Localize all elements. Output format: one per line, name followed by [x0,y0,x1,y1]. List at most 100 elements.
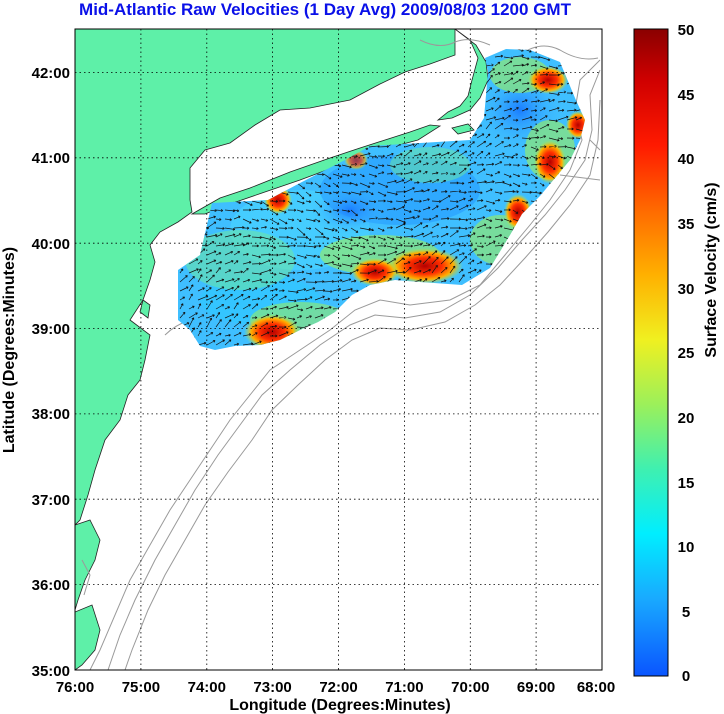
velocity-arrow [539,162,549,166]
velocity-arrow [494,89,500,94]
velocity-arrow [332,298,339,302]
velocity-arrow [215,227,225,230]
velocity-arrow [539,88,548,94]
colorbar-tick-label: 20 [678,410,695,427]
velocity-arrow [359,162,368,166]
velocity-arrow [314,218,321,223]
velocity-arrow [530,55,541,59]
y-axis-label: Latitude (Degrees:Minutes) [1,247,18,453]
velocity-arrow [422,162,429,166]
velocity-arrow [458,256,468,265]
velocity-arrow [467,161,477,166]
velocity-arrow [377,276,386,283]
velocity-arrow [539,123,550,130]
velocity-arrow [404,170,414,175]
velocity-arrow [359,227,371,232]
velocity-arrow [278,272,290,278]
velocity-arrow [557,126,565,130]
velocity-arrow [188,293,193,301]
velocity-arrow [269,262,277,266]
velocity-arrow [350,182,358,187]
velocity-arrow [530,146,539,151]
velocity-arrow [341,245,353,251]
velocity-arrow [395,250,405,256]
velocity-arrow [431,215,439,220]
velocity-arrow [269,227,279,231]
velocity-arrow [197,330,202,337]
velocity-arrow [521,81,530,85]
velocity-arrow [521,200,529,204]
velocity-arrow [386,269,398,274]
velocity-arrow [503,107,513,112]
velocity-arrow [386,277,392,283]
velocity-arrow [260,200,269,207]
velocity-arrow [431,250,438,256]
velocity-arrow [179,296,186,301]
velocity-arrow [305,263,313,268]
velocity-arrow [404,253,412,257]
x-tick-label: 72:00 [319,679,357,696]
land-mainland [75,29,456,526]
velocity-arrow [305,200,312,204]
colorbar-tick-label: 10 [678,539,695,556]
velocity-arrow [278,295,287,301]
velocity-arrow [224,339,232,346]
velocity-arrow [233,342,240,346]
velocity-arrow [548,137,560,142]
velocity-arrow [323,270,330,274]
velocity-arrow [512,134,519,139]
velocity-arrow [341,287,353,292]
colorbar-tick-label: 40 [678,151,695,168]
velocity-arrow [287,208,297,212]
velocity-arrow [440,250,446,256]
velocity-arrow [215,332,222,337]
colorbar-tick-label: 50 [678,22,695,39]
velocity-arrow [251,272,262,276]
y-tick-label: 39:00 [32,321,70,338]
velocity-arrow [521,144,527,148]
velocity-arrow [548,83,560,87]
velocity-arrow [323,218,330,224]
land-cape-cod [436,29,489,121]
velocity-arrow [350,154,358,158]
velocity-arrow [206,287,212,292]
velocity-arrow [242,287,252,292]
colorbar-tick-label: 45 [678,87,695,104]
velocity-arrow [431,189,438,193]
velocity-arrow [233,285,240,292]
velocity-arrow [341,191,352,195]
velocity-arrow [422,188,430,193]
velocity-arrow [485,96,496,103]
velocity-arrow [251,218,260,222]
velocity-arrow [386,200,393,204]
velocity-arrow [224,278,235,283]
velocity-arrow [368,208,376,212]
velocity-arrow [332,227,338,232]
velocity-arrow [350,191,362,196]
velocity-arrow [206,215,216,220]
velocity-arrow [485,63,494,67]
velocity-arrow [548,65,559,70]
velocity-arrow [395,257,405,265]
velocity-arrow [404,143,415,148]
colorbar-tick-label: 30 [678,281,695,298]
velocity-arrow [359,190,369,194]
velocity-arrow [485,200,496,205]
velocity-arrow [431,161,439,166]
velocity-arrow [557,164,563,170]
velocity-arrow [530,99,540,103]
velocity-arrow [260,225,267,229]
velocity-arrow [386,250,398,256]
velocity-arrow [386,245,398,250]
velocity-arrow [305,218,316,223]
velocity-arrow [377,182,389,188]
velocity-arrow [323,306,332,310]
velocity-arrow [422,206,431,211]
velocity-arrow [476,168,486,175]
velocity-arrow [413,160,422,166]
velocity-arrow [350,254,362,260]
velocity-arrow [323,236,330,240]
velocity-arrow [296,270,305,274]
velocity-arrow [269,324,278,328]
